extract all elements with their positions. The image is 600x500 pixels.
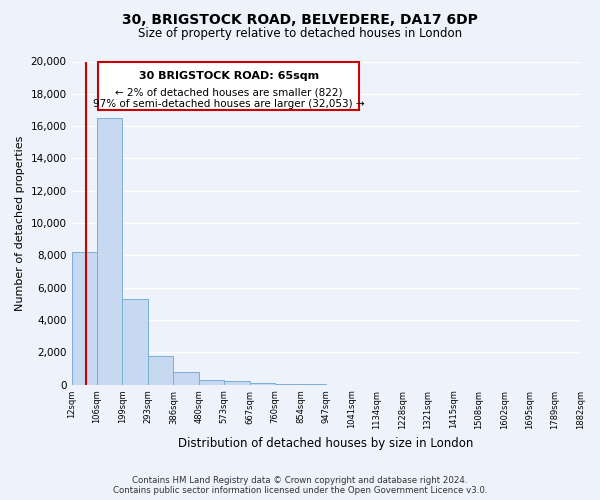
Bar — [250, 383, 275, 384]
X-axis label: Distribution of detached houses by size in London: Distribution of detached houses by size … — [178, 437, 474, 450]
Bar — [173, 372, 199, 384]
Text: 97% of semi-detached houses are larger (32,053) →: 97% of semi-detached houses are larger (… — [93, 100, 364, 110]
Bar — [224, 382, 250, 384]
Bar — [71, 252, 97, 384]
Bar — [199, 380, 224, 384]
Text: 30 BRIGSTOCK ROAD: 65sqm: 30 BRIGSTOCK ROAD: 65sqm — [139, 71, 319, 81]
Text: 30, BRIGSTOCK ROAD, BELVEDERE, DA17 6DP: 30, BRIGSTOCK ROAD, BELVEDERE, DA17 6DP — [122, 12, 478, 26]
Text: Size of property relative to detached houses in London: Size of property relative to detached ho… — [138, 28, 462, 40]
Y-axis label: Number of detached properties: Number of detached properties — [15, 136, 25, 311]
Bar — [148, 356, 173, 384]
Bar — [122, 299, 148, 384]
Text: Contains HM Land Registry data © Crown copyright and database right 2024.
Contai: Contains HM Land Registry data © Crown c… — [113, 476, 487, 495]
Bar — [97, 118, 122, 384]
FancyBboxPatch shape — [98, 62, 359, 110]
Text: ← 2% of detached houses are smaller (822): ← 2% of detached houses are smaller (822… — [115, 87, 343, 97]
